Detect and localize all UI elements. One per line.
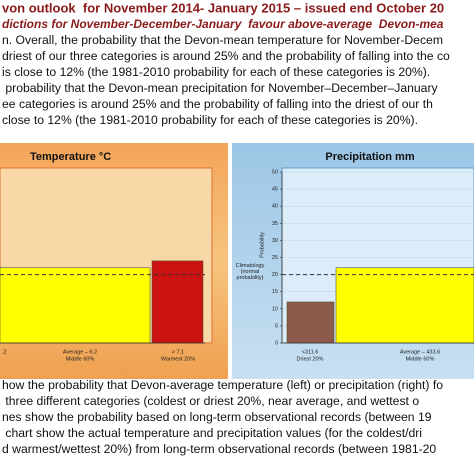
y-tick-label: 35 bbox=[272, 221, 278, 227]
y-tick-label: 50 bbox=[272, 169, 278, 175]
paragraph-line: is close to 12% (the 1981-2010 probabili… bbox=[2, 65, 430, 79]
paragraph-line: driest of our three categories is around… bbox=[2, 49, 450, 63]
bar bbox=[286, 301, 335, 344]
category-name: Warmest 20% bbox=[161, 356, 195, 362]
category-threshold: Average – 6.2 bbox=[63, 349, 97, 355]
bar bbox=[0, 267, 151, 344]
caption-line: d warmest/wettest 20%) from long-term ob… bbox=[2, 442, 436, 456]
y-tick-label: 40 bbox=[272, 204, 278, 210]
title: von outlook for November 2014- January 2… bbox=[2, 0, 444, 15]
y-tick-label: 5 bbox=[275, 323, 278, 329]
climatology-label: (normal bbox=[241, 269, 260, 275]
caption-line: three different categories (coldest or d… bbox=[2, 394, 419, 408]
category-threshold: <311.6 bbox=[302, 349, 319, 355]
climatology-label: Climatology bbox=[236, 263, 265, 269]
edge-label: .2 bbox=[2, 349, 7, 355]
category-name: Middle 60% bbox=[66, 356, 95, 362]
paragraph-line: probability that the Devon-mean precipit… bbox=[2, 81, 438, 95]
bar bbox=[151, 260, 204, 344]
category-threshold: Average – 433.6 bbox=[400, 349, 440, 355]
caption-line: chart show the actual temperature and pr… bbox=[2, 426, 422, 440]
category-threshold: > 7.1 bbox=[172, 349, 184, 355]
y-tick-label: 0 bbox=[275, 340, 278, 346]
y-tick-label: 30 bbox=[272, 238, 278, 244]
y-tick-label: 45 bbox=[272, 187, 278, 193]
chart-title: Temperature °C bbox=[30, 151, 111, 163]
climatology-label: probability) bbox=[237, 275, 264, 281]
bar bbox=[335, 267, 474, 344]
paragraph-line: ee categories is around 25% and the prob… bbox=[2, 97, 433, 111]
y-axis-label: Probability bbox=[259, 232, 265, 258]
y-tick-label: 10 bbox=[272, 306, 278, 312]
category-name: Middle 60% bbox=[406, 356, 435, 362]
paragraph-line: n. Overall, the probability that the Dev… bbox=[2, 33, 443, 47]
caption-line: nes show the probability based on long-t… bbox=[2, 410, 432, 424]
subtitle: dictions for November-December-January f… bbox=[2, 17, 444, 31]
y-tick-label: 20 bbox=[272, 272, 278, 278]
y-tick-label: 15 bbox=[272, 289, 278, 295]
caption-line: how the probability that Devon-average t… bbox=[2, 378, 443, 392]
category-name: Driest 20% bbox=[297, 356, 324, 362]
y-tick-label: 25 bbox=[272, 255, 278, 261]
paragraph-line: close to 12% (the 1981-2010 probability … bbox=[2, 113, 418, 127]
chart-title: Precipitation mm bbox=[325, 151, 414, 163]
